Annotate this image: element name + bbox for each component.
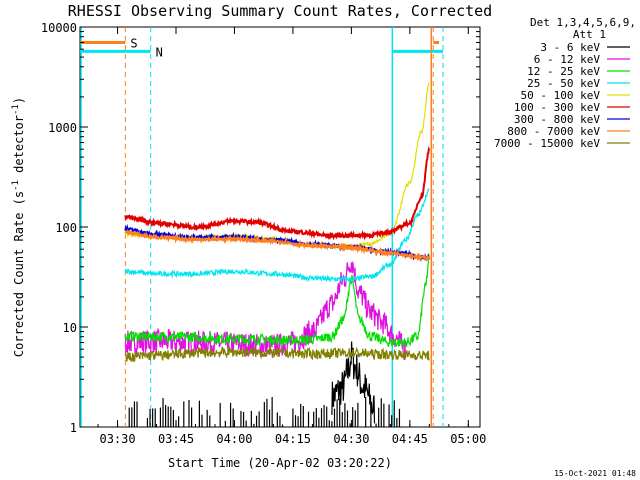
series-line-3 (124, 188, 430, 283)
series-line-8 (124, 345, 430, 363)
legend-header-line-1: Det 1,3,4,5,6,9, (530, 16, 636, 29)
y-axis-label-text: Corrected Count Rate (s (12, 191, 26, 357)
chart-title: RHESSI Observing Summary Count Rates, Co… (68, 2, 492, 20)
series-line-0 (331, 341, 376, 424)
y-axis-label-end: ) (12, 97, 26, 104)
legend-label-4: 50 - 100 keV (521, 89, 601, 102)
legend-header-line-2: Att 1 (573, 28, 606, 41)
x-tick-label-0: 03:30 (99, 432, 135, 446)
y-tick-label-2: 100 (55, 221, 77, 235)
legend-label-6: 300 - 800 keV (514, 113, 600, 126)
y-tick-label-1: 10 (63, 321, 77, 335)
legend-label-1: 6 - 12 keV (534, 53, 601, 66)
y-tick-label-0: 1 (70, 421, 77, 435)
y-axis-label: Corrected Count Rate (s-1 detector-1) (11, 97, 26, 357)
x-tick-label-2: 04:00 (216, 432, 252, 446)
legend-label-0: 3 - 6 keV (540, 41, 600, 54)
x-tick-label-1: 03:45 (158, 432, 194, 446)
legend-label-3: 25 - 50 keV (527, 77, 600, 90)
y-axis-label-sup1: -1 (11, 180, 21, 191)
x-tick-label-4: 04:30 (333, 432, 369, 446)
y-axis-label-mid: detector (12, 115, 26, 180)
y-tick-label-4: 10000 (41, 21, 77, 35)
series-line-2 (124, 252, 430, 348)
y-axis-label-sup2: -1 (11, 104, 21, 115)
legend-label-5: 100 - 300 keV (514, 101, 600, 114)
series-line-5 (124, 145, 431, 241)
series-layer (124, 82, 431, 427)
series-line-7 (124, 228, 431, 262)
marker-label-S: S (130, 36, 137, 50)
x-tick-label-6: 05:00 (450, 432, 486, 446)
marker-label-N: N (156, 45, 163, 59)
x-axis-label: Start Time (20-Apr-02 03:20:22) (168, 456, 392, 470)
legend-label-2: 12 - 25 keV (527, 65, 600, 78)
y-tick-label-3: 1000 (48, 121, 77, 135)
footer-date: 15-Oct-2021 01:48 (554, 469, 636, 478)
x-tick-label-3: 04:15 (275, 432, 311, 446)
legend-label-8: 7000 - 15000 keV (494, 137, 600, 150)
legend-label-7: 800 - 7000 keV (507, 125, 600, 138)
axis-layer: 03:30 03:45 04:00 04:15 04:30 04:45 05:00 1 10 10… (41, 21, 486, 446)
x-tick-label-5: 04:45 (392, 432, 428, 446)
